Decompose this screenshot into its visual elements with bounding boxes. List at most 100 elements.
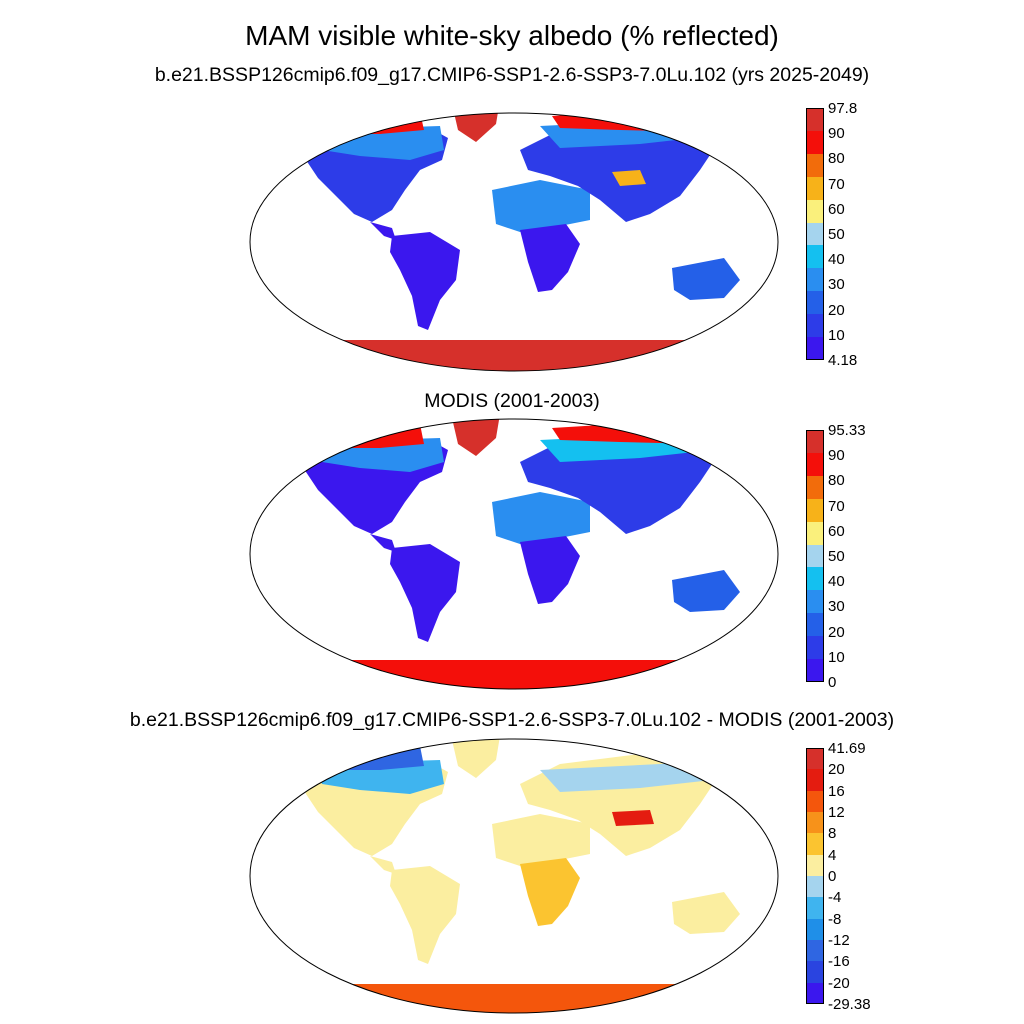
main-title: MAM visible white-sky albedo (% reflecte… (245, 20, 779, 51)
colorbar-swatch (806, 613, 824, 637)
colorbar-swatch (806, 498, 824, 523)
colorbar-tick-label: 4.18 (828, 352, 858, 369)
colorbar-tick-label: 30 (828, 598, 845, 616)
australia (672, 892, 740, 934)
colorbar-tick-label: -16 (828, 953, 850, 971)
colorbar-swatch (806, 130, 824, 155)
australia (672, 258, 740, 300)
map-frame-difference (249, 738, 779, 1014)
colorbar-swatch (806, 430, 824, 454)
colorbar-tick-label: 40 (828, 573, 845, 591)
colorbar-swatch (806, 918, 824, 941)
colorbar-swatch (806, 176, 824, 201)
colorbar-swatch (806, 748, 824, 770)
panel1-subtitle: b.e21.BSSP126cmip6.f09_g17.CMIP6-SSP1-2.… (154, 64, 870, 86)
colorbar-tick-label: 50 (828, 226, 845, 243)
map-panel-model (250, 113, 778, 371)
colorbar-tick-label: -12 (828, 932, 850, 949)
colorbar-tick-label: 10 (828, 648, 845, 666)
south-america (390, 232, 460, 330)
colorbar-tick-label: -29.38 (828, 996, 871, 1013)
colorbar-tick-label: 30 (828, 276, 845, 294)
colorbar-swatch (806, 268, 824, 292)
colorbar-tick-label: 20 (828, 301, 845, 319)
africa-south (520, 224, 580, 292)
colorbar-tick-label: -8 (828, 910, 842, 928)
colorbar-tick-label: -4 (828, 889, 842, 907)
colorbar-tick-label: 80 (828, 150, 845, 168)
colorbar-swatch (806, 940, 824, 962)
antarctica (250, 660, 778, 689)
colorbar-tick-label: 70 (828, 175, 845, 193)
colorbar-tick-label: 20 (828, 761, 845, 779)
central-america (370, 222, 396, 240)
colorbar-swatch (806, 897, 824, 920)
colorbar-swatch (806, 790, 824, 813)
panel2-subtitle: MODIS (2001-2003) (424, 390, 600, 412)
panel3-subtitle: b.e21.BSSP126cmip6.f09_g17.CMIP6-SSP1-2.… (129, 709, 895, 731)
central-asia-increase (612, 810, 654, 826)
colorbar-tick-label: 41.69 (828, 740, 866, 757)
colorbar-tick-label: -20 (828, 974, 850, 992)
australia (672, 570, 740, 612)
central-america (370, 856, 396, 874)
colorbar-tick-label: 20 (828, 623, 845, 641)
colorbar-swatch (806, 567, 824, 591)
colorbar-swatch (806, 222, 824, 246)
colorbar-swatch (806, 314, 824, 338)
colorbar-tick-label: 4 (828, 846, 837, 864)
colorbar-tick-label: 97.8 (828, 100, 858, 117)
tibet-high (612, 170, 646, 186)
colorbar-swatch (806, 199, 824, 224)
map-frame-model (249, 112, 779, 372)
colorbar-tick-label: 0 (828, 868, 837, 885)
colorbar-tick-label: 95.33 (828, 422, 866, 439)
colorbar-tick-label: 40 (828, 251, 845, 269)
south-america (390, 544, 460, 642)
colorbar-swatch (806, 153, 824, 178)
colorbar-swatch (806, 812, 824, 834)
colorbar-swatch (806, 337, 824, 361)
colorbar-tick-label: 10 (828, 326, 845, 344)
arctic-canada-ice (318, 113, 424, 134)
eurasia-change-band (540, 762, 712, 792)
colorbar-tick-label: 16 (828, 782, 845, 800)
colorbar-swatch (806, 544, 824, 568)
greenland (452, 419, 500, 456)
colorbar-swatch (806, 854, 824, 877)
colorbar-tick-label: 60 (828, 200, 845, 218)
africa-north (492, 814, 590, 866)
colorbar-tick-label: 8 (828, 825, 837, 843)
map-frame-modis (249, 418, 779, 690)
africa-north (492, 492, 590, 544)
colorbar-swatch (806, 245, 824, 269)
central-america (370, 534, 396, 552)
colorbar-swatch (806, 659, 824, 683)
colorbar-swatch (806, 961, 824, 984)
greenland (452, 113, 500, 142)
colorbar-swatch (806, 636, 824, 660)
colorbar-swatch (806, 452, 824, 477)
colorbar-swatch (806, 590, 824, 614)
colorbar-tick-label: 12 (828, 804, 845, 821)
colorbar-swatch (806, 833, 824, 856)
colorbar-tick-label: 90 (828, 125, 845, 143)
colorbar-tick-label: 70 (828, 497, 845, 515)
colorbar-swatch (806, 769, 824, 792)
colorbar-swatch (806, 475, 824, 500)
africa-north (492, 180, 590, 232)
colorbar-tick-label: 0 (828, 674, 837, 691)
colorbar-swatch (806, 982, 824, 1005)
africa-south (520, 858, 580, 926)
arctic-canada-change (318, 746, 424, 770)
colorbar-tick-label: 90 (828, 447, 845, 465)
colorbar-tick-label: 50 (828, 548, 845, 565)
colorbar-swatch (806, 108, 824, 132)
colorbar-swatch (806, 876, 824, 898)
colorbar-swatch (806, 521, 824, 546)
greenland (452, 739, 500, 778)
colorbar-tick-label: 60 (828, 522, 845, 540)
arctic-canada-ice (318, 424, 424, 448)
antarctica (250, 984, 778, 1013)
